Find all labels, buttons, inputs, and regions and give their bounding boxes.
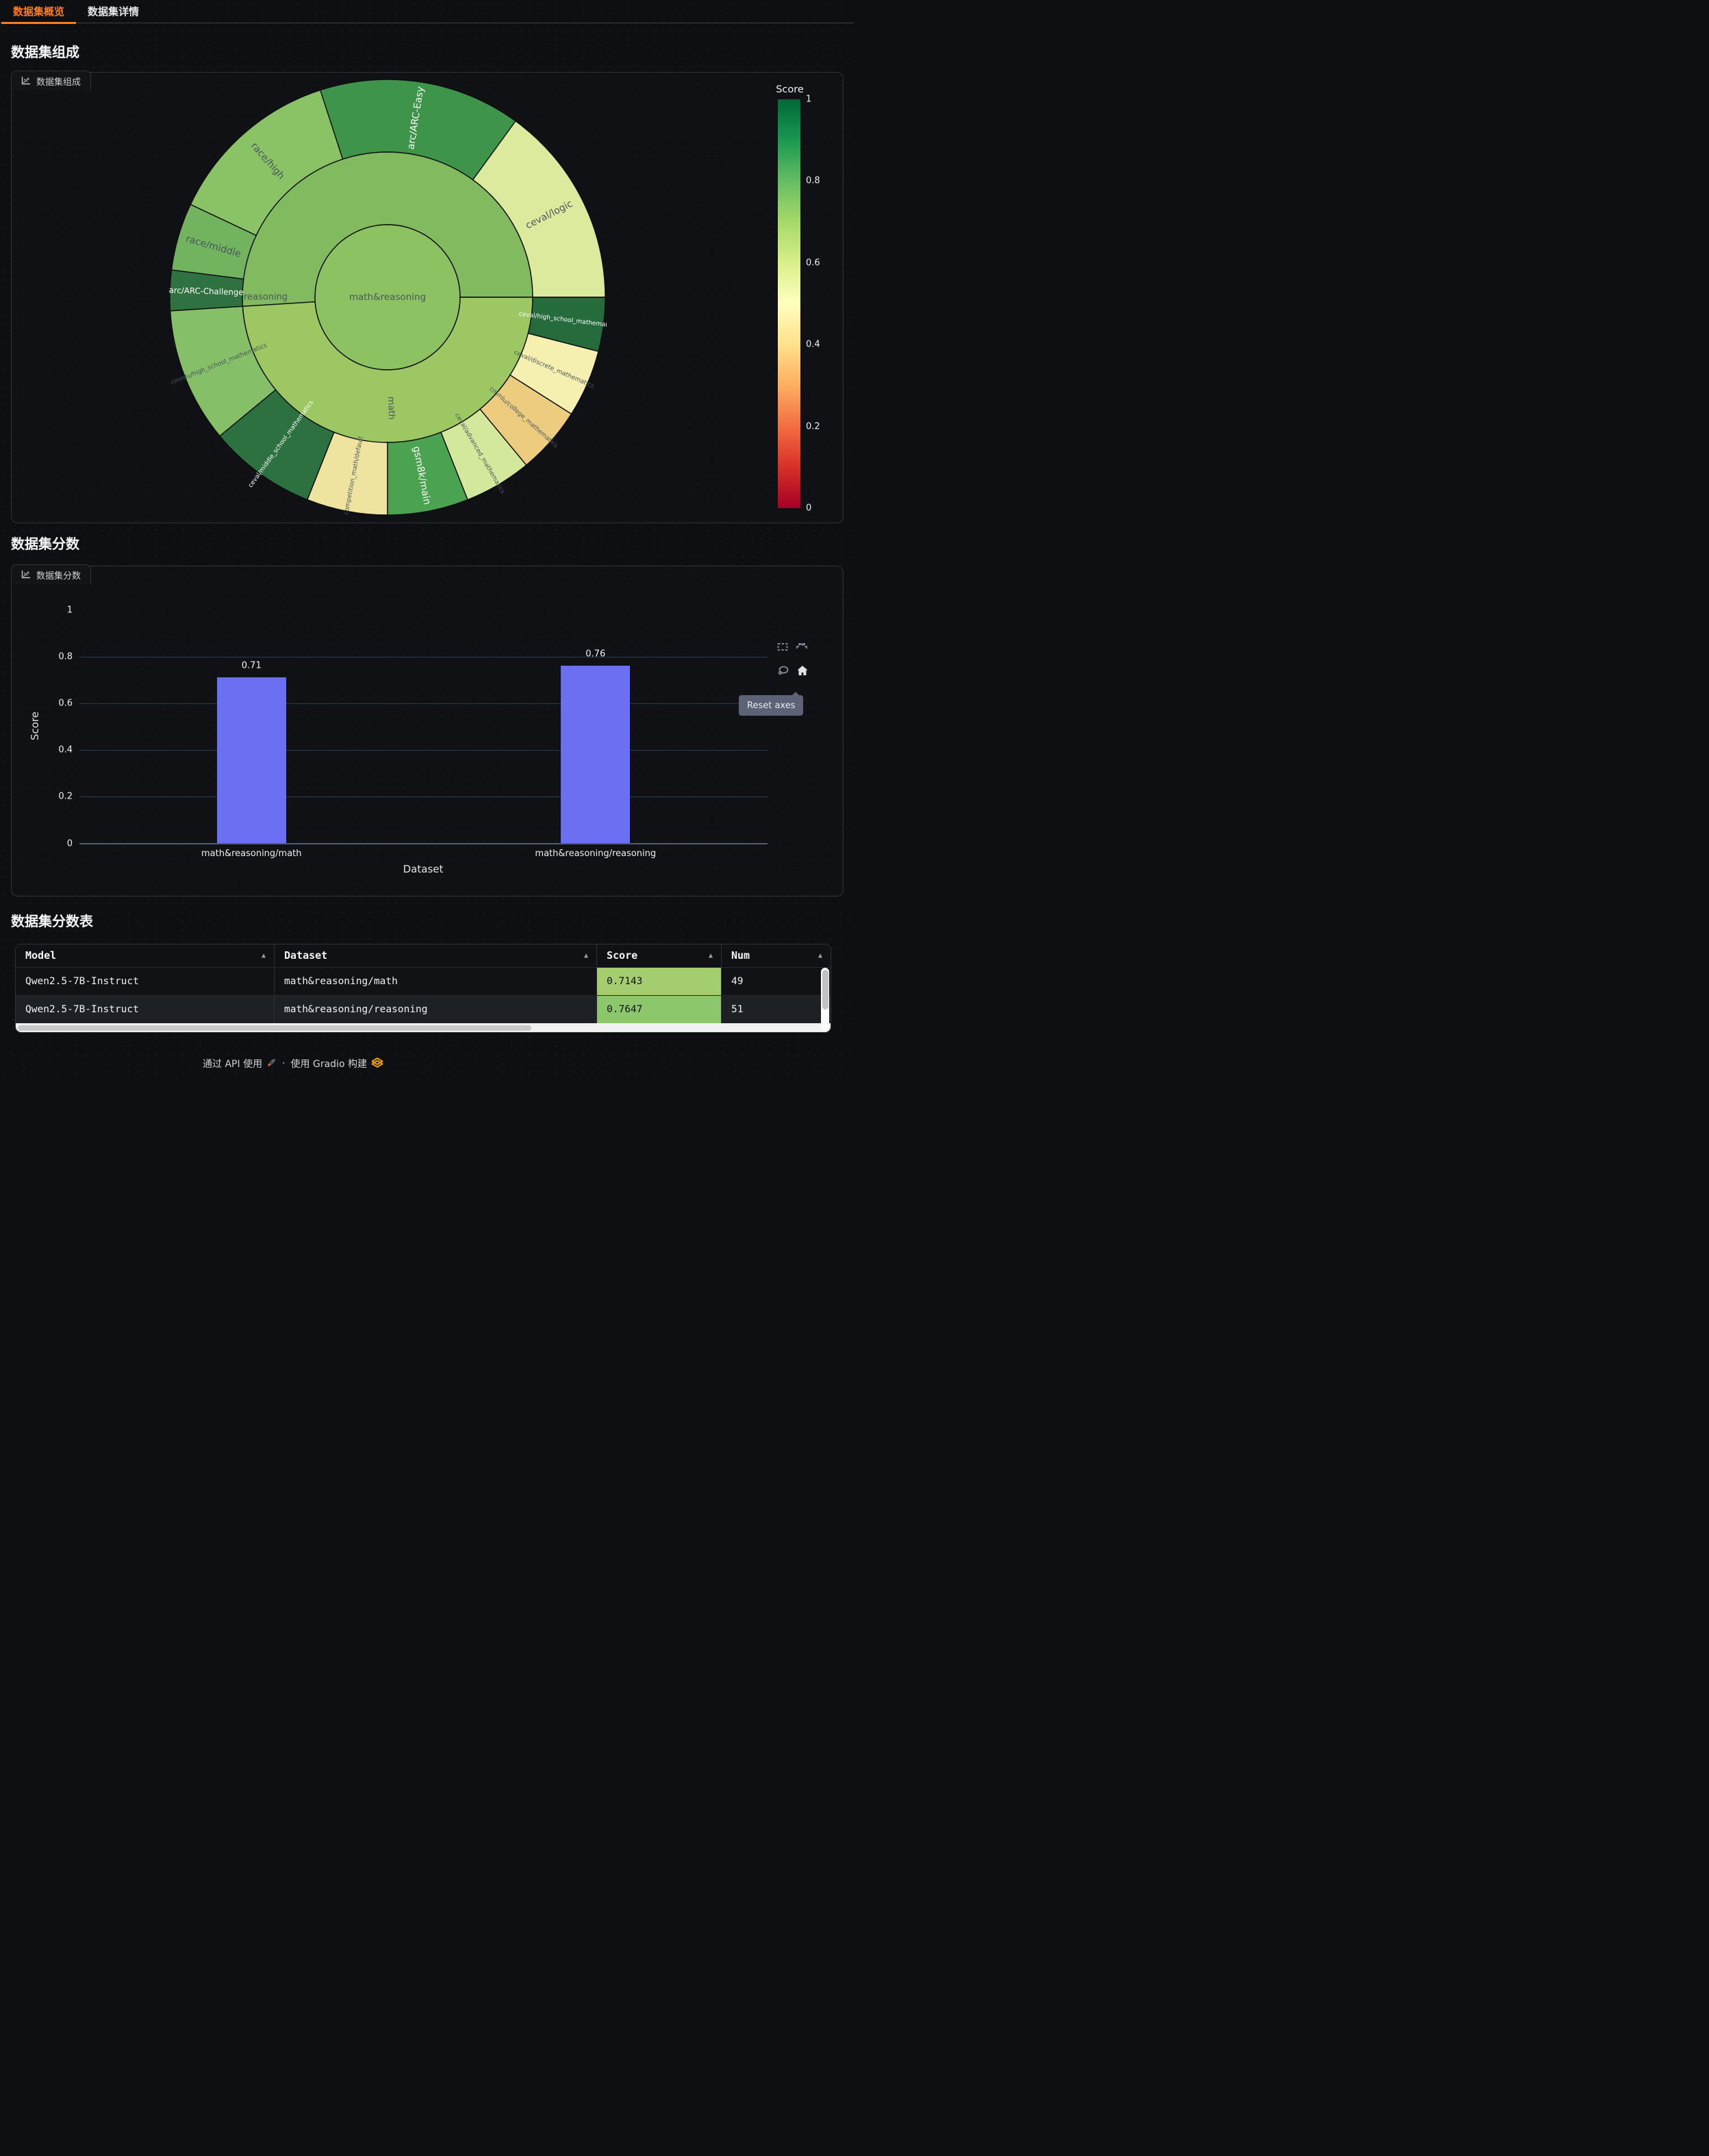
reset-axes-tooltip: Reset axes xyxy=(739,692,804,716)
cell-dataset[interactable]: math&reasoning/math xyxy=(275,967,597,995)
sort-asc-icon[interactable]: ▲ xyxy=(261,952,266,960)
column-header-model[interactable]: Model ▲ xyxy=(16,944,275,967)
composition-panel-label-text: 数据集组成 xyxy=(36,77,81,88)
chart-icon xyxy=(21,76,31,86)
bar-math&reasoning/reasoning[interactable] xyxy=(561,666,631,844)
x-tick-label: math&reasoning/math xyxy=(201,849,302,859)
gridline xyxy=(79,750,768,751)
cell-score[interactable]: 0.7647 xyxy=(597,995,722,1023)
composition-panel: ceval/logic arc/ARC-Easy race/high race/mid… xyxy=(11,72,844,523)
box-select-icon[interactable] xyxy=(776,640,789,653)
vertical-scrollbar[interactable] xyxy=(821,968,829,1031)
x-axis-title: Dataset xyxy=(403,863,444,875)
cell-num[interactable]: 51 xyxy=(722,995,831,1023)
colorbar-tick: 0.8 xyxy=(806,175,820,186)
y-tick-label: 0 xyxy=(66,838,73,849)
colorbar xyxy=(778,99,800,508)
sunburst-leaf-label: arc/ARC-Challenge xyxy=(168,285,243,297)
colorbar-tick: 1 xyxy=(806,94,812,105)
y-tick-label: 1 xyxy=(66,605,73,615)
scores-panel-label-text: 数据集分数 xyxy=(36,571,81,581)
scores-panel: 0 0.2 0.4 0.6 0.8 1 0.71 math&reasoning/math 0.7… xyxy=(11,566,844,897)
y-tick-label: 0.6 xyxy=(58,698,73,709)
colorbar-tick: 0.6 xyxy=(806,258,820,268)
cell-model[interactable]: Qwen2.5-7B-Instruct xyxy=(16,995,275,1023)
sort-asc-icon[interactable]: ▲ xyxy=(818,952,822,960)
lasso-icon[interactable] xyxy=(777,664,789,677)
sunburst-chart: ceval/logicarc/ARC-Easyrace/highrace/mid… xyxy=(168,79,607,516)
sunburst-branch-label: reasoning xyxy=(244,292,288,303)
autoscale-icon[interactable] xyxy=(796,640,808,653)
cell-model[interactable]: Qwen2.5-7B-Instruct xyxy=(16,967,275,995)
footer-separator: · xyxy=(282,1058,286,1069)
scores-panel-label: 数据集分数 xyxy=(11,564,92,584)
gradio-logo-icon xyxy=(371,1057,383,1070)
y-tick-label: 0.2 xyxy=(58,791,73,802)
tab-bar: 数据集概览 数据集详情 xyxy=(0,0,854,24)
x-axis-line xyxy=(79,842,768,844)
horizontal-scrollbar[interactable] xyxy=(16,1023,831,1032)
table-header-row: Model ▲ Dataset ▲ Score ▲ Num ▲ xyxy=(16,944,831,967)
column-header-score[interactable]: Score ▲ xyxy=(597,944,722,967)
gridline xyxy=(79,703,768,704)
cell-num[interactable]: 49 xyxy=(722,967,831,995)
sort-asc-icon[interactable]: ▲ xyxy=(708,952,713,960)
table-row: Qwen2.5-7B-Instruct math&reasoning/math 0.… xyxy=(16,967,831,995)
sunburst-leaf-arc/ARC-Easy[interactable] xyxy=(319,79,516,181)
score-table: Model ▲ Dataset ▲ Score ▲ Num ▲ Qwen2.5-7B-Inst… xyxy=(15,944,831,1033)
sunburst-root-label: math&reasoning xyxy=(349,292,426,303)
sort-asc-icon[interactable]: ▲ xyxy=(583,952,588,960)
sunburst-leaf-cmmlu/high_school_mathematics[interactable] xyxy=(169,305,277,437)
built-with-gradio-link[interactable]: 使用 Gradio 构建 xyxy=(291,1057,383,1070)
bar-value-label: 0.76 xyxy=(585,649,606,660)
colorbar-tick: 0.2 xyxy=(806,421,820,432)
x-tick-label: math&reasoning/reasoning xyxy=(535,849,657,859)
bar-math&reasoning/math[interactable] xyxy=(216,677,286,844)
rocket-icon xyxy=(266,1057,277,1070)
section-heading-scores: 数据集分数 xyxy=(11,536,79,552)
bar-value-label: 0.71 xyxy=(241,660,262,671)
colorbar-tick: 0.4 xyxy=(806,339,820,350)
sunburst-leaf-ceval/high_school_mathematics[interactable] xyxy=(527,297,606,352)
composition-panel-label: 数据集组成 xyxy=(11,71,92,90)
column-header-dataset[interactable]: Dataset ▲ xyxy=(275,944,597,967)
y-tick-label: 0.4 xyxy=(58,744,73,755)
sunburst-branch-label: math xyxy=(385,397,396,420)
sunburst-leaf-ceval/logic[interactable] xyxy=(472,120,606,298)
table-row: Qwen2.5-7B-Instruct math&reasoning/reason… xyxy=(16,995,831,1023)
section-heading-score-table: 数据集分数表 xyxy=(11,913,93,929)
use-via-api-link[interactable]: 通过 API 使用 xyxy=(203,1057,277,1070)
home-icon[interactable] xyxy=(796,664,809,677)
cell-score[interactable]: 0.7143 xyxy=(597,967,722,995)
colorbar-tick: 0 xyxy=(806,503,812,514)
tab-dataset-overview[interactable]: 数据集概览 xyxy=(1,0,77,24)
app: { "tabs": [ {"label": "数据集概览", "active":… xyxy=(0,0,854,1078)
section-heading-composition: 数据集组成 xyxy=(11,44,79,60)
chart-icon xyxy=(21,570,31,579)
sunburst-leaf-race/high[interactable] xyxy=(190,89,344,236)
y-tick-label: 0.8 xyxy=(58,651,73,662)
column-header-num[interactable]: Num ▲ xyxy=(722,944,831,967)
colorbar-title: Score xyxy=(776,84,804,95)
cell-dataset[interactable]: math&reasoning/reasoning xyxy=(275,995,597,1023)
y-axis-title: Score xyxy=(29,712,41,741)
footer: 通过 API 使用 · 使用 Gradio 构建 xyxy=(203,1057,383,1070)
table-body: Qwen2.5-7B-Instruct math&reasoning/math 0.… xyxy=(16,967,831,1023)
tab-dataset-detail[interactable]: 数据集详情 xyxy=(88,5,140,18)
